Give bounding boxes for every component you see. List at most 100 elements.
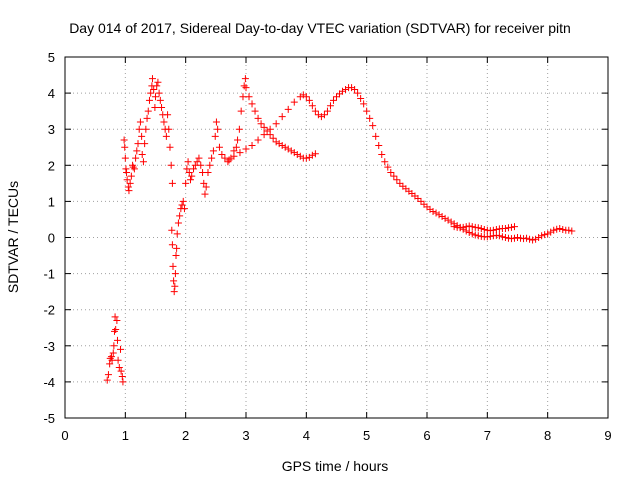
data-point [171,270,179,278]
data-point [152,93,159,101]
data-point [556,224,564,232]
data-point [103,376,111,384]
data-point [535,234,543,241]
data-point [245,93,253,101]
data-point [225,156,233,164]
data-point [133,147,141,155]
data-point [144,107,152,115]
data-point [565,226,573,234]
data-point [287,147,295,155]
data-point [480,226,488,234]
data-point [239,93,247,101]
data-point [468,223,476,231]
data-point [444,216,452,224]
x-tick-label: 6 [423,428,430,443]
data-point [113,336,121,344]
data-point [107,353,115,361]
data-point [314,111,322,119]
data-point [384,163,392,171]
x-tick-label: 4 [303,428,310,443]
data-point [170,288,178,296]
data-point [127,172,135,180]
y-tick-label: 4 [48,86,55,101]
data-point [143,114,151,122]
data-point [254,114,262,122]
data-point [180,205,188,213]
data-point [165,125,173,133]
data-point [242,84,250,92]
data-point [317,113,325,121]
data-point [329,96,337,104]
data-point [215,143,223,151]
data-point [257,120,265,128]
data-point [323,107,331,115]
data-point [166,143,174,151]
data-point [523,234,531,242]
data-point [311,150,319,158]
data-point [221,154,229,162]
data-point [130,165,138,173]
data-point [190,165,198,173]
data-point [142,125,150,133]
data-point [296,93,304,101]
data-point [541,231,549,239]
x-tick-label: 2 [182,428,189,443]
data-point [320,111,328,119]
data-point [236,149,244,157]
plot-frame [64,56,609,419]
data-point [121,143,129,151]
data-point [117,345,125,353]
data-point [224,158,232,166]
y-tick-label: -3 [43,339,55,354]
data-point [429,208,437,216]
y-axis-title: SDTVAR / TECUs [5,181,21,293]
data-point [109,349,117,357]
data-point [462,223,470,231]
data-point [471,231,479,239]
y-tick-label: -4 [43,375,55,390]
grid [65,57,608,418]
data-point [147,89,155,97]
data-point [241,75,249,83]
data-point [417,197,425,205]
data-point [234,136,242,144]
data-point [124,183,132,191]
data-point [125,187,133,195]
data-point [209,147,217,155]
y-tick-label: 3 [48,122,55,137]
data-point [290,149,298,157]
data-point [168,241,176,249]
data-point [173,230,181,238]
y-tick-label: -5 [43,411,55,426]
data-point [182,179,190,187]
data-point [348,84,356,92]
data-point [366,114,374,122]
data-point [118,372,126,380]
data-point [254,136,262,144]
data-point [179,197,187,205]
data-point [378,150,386,158]
data-point [240,82,248,90]
data-point [156,96,164,104]
data-point [218,150,226,158]
data-point [121,154,129,162]
data-point [559,226,567,234]
data-point [232,143,240,151]
data-point [266,125,274,133]
data-point [333,93,340,101]
data-point [351,85,359,93]
x-axis-title: GPS time / hours [282,458,389,474]
data-point [206,161,214,169]
x-tick-label: 7 [484,428,491,443]
data-point [284,105,292,113]
data-point [126,179,134,187]
data-point [129,161,137,169]
data-point [168,179,176,187]
data-point [495,232,503,240]
data-point [129,163,137,171]
data-point [375,141,383,149]
data-point [302,93,310,101]
data-point [120,136,128,144]
data-point [474,232,482,240]
data-point [173,244,181,252]
